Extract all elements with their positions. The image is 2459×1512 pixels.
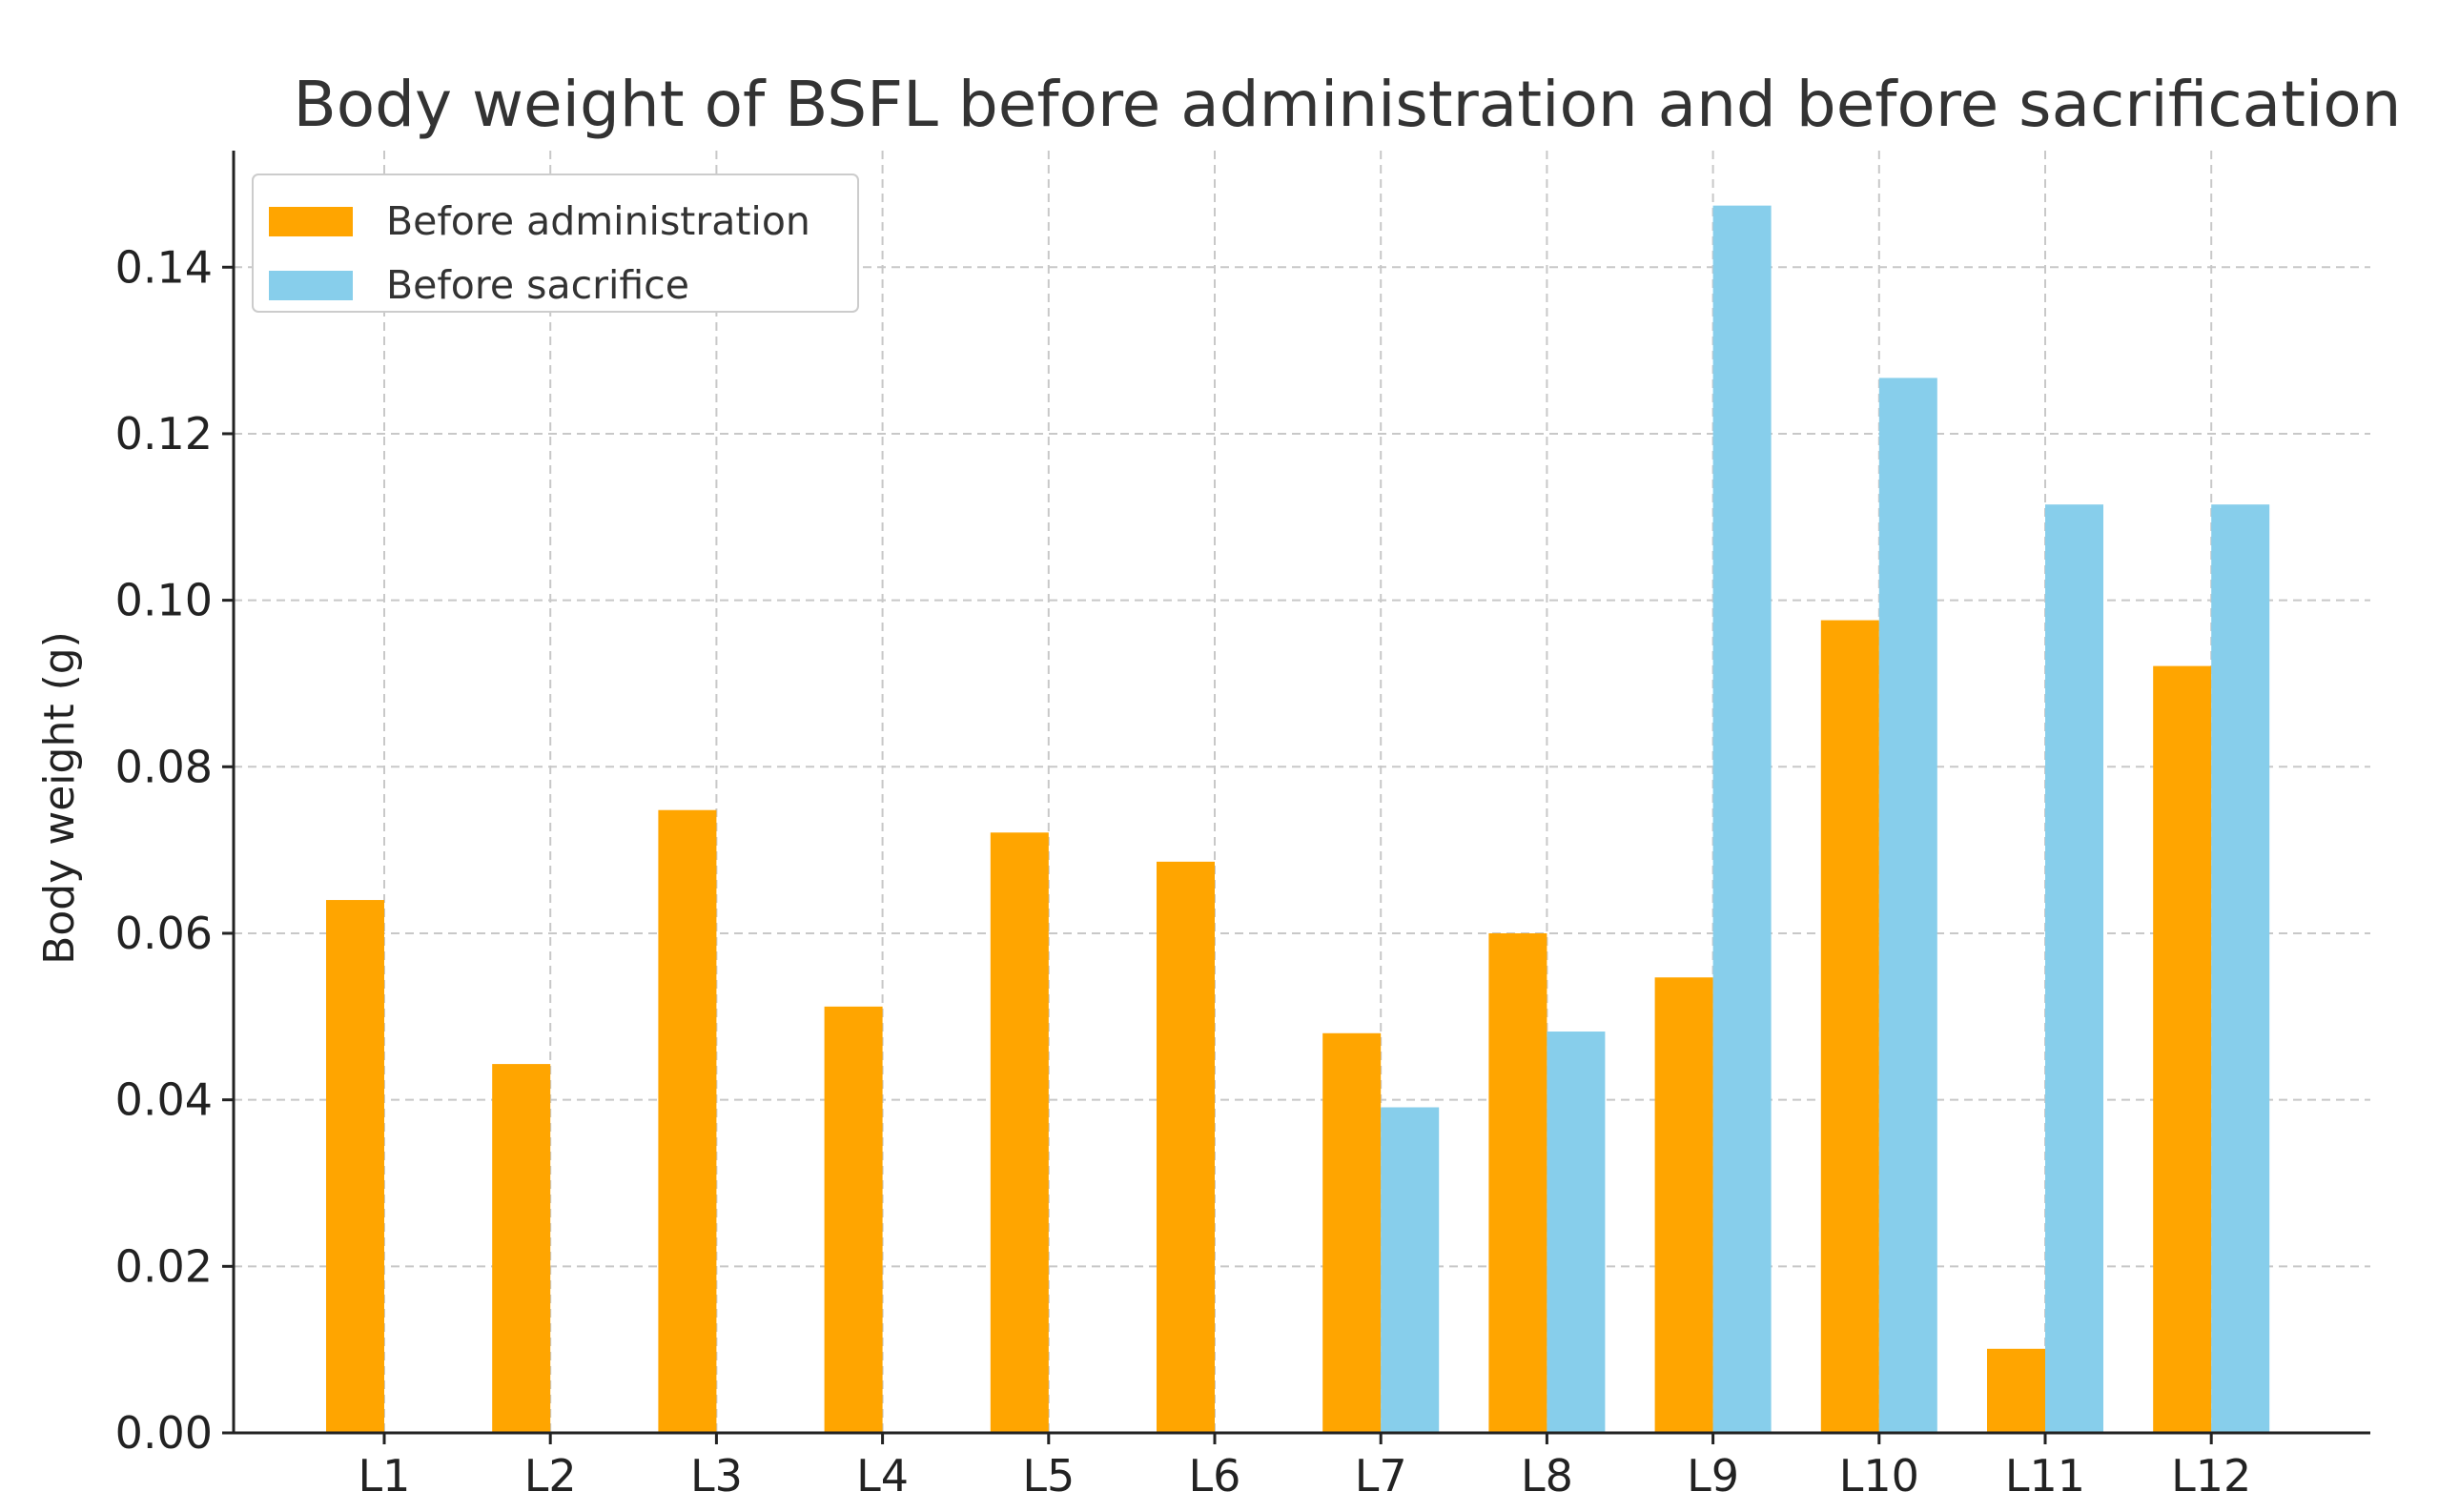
bar-before-administration-l10 bbox=[1820, 620, 1879, 1433]
x-tick-label: L9 bbox=[1687, 1450, 1739, 1502]
y-tick-label: 0.14 bbox=[115, 241, 213, 293]
legend-label: Before sacrifice bbox=[386, 262, 689, 308]
bar-before-administration-l2 bbox=[492, 1064, 551, 1433]
bar-before-administration-l3 bbox=[658, 809, 717, 1433]
bar-before-sacrifice-l11 bbox=[2045, 504, 2103, 1433]
y-axis-label: Body weight (g) bbox=[35, 631, 84, 965]
y-tick-label: 0.08 bbox=[115, 741, 213, 792]
x-tick-label: L5 bbox=[1022, 1450, 1075, 1502]
bar-before-sacrifice-l10 bbox=[1878, 378, 1937, 1433]
y-axis-ticks: 0.00 0.02 0.04 0.06 0.08 0.10 0.12 0.14 bbox=[115, 241, 234, 1459]
bar-before-administration-l4 bbox=[824, 1006, 883, 1433]
x-tick-label: L2 bbox=[524, 1450, 577, 1502]
x-tick-label: L12 bbox=[2171, 1450, 2251, 1502]
legend-box bbox=[252, 174, 859, 313]
bars bbox=[326, 205, 2270, 1434]
bar-before-sacrifice-l7 bbox=[1381, 1107, 1440, 1433]
y-tick-label: 0.04 bbox=[115, 1074, 213, 1126]
bar-before-administration-l1 bbox=[326, 900, 384, 1433]
x-tick-label: L6 bbox=[1189, 1450, 1241, 1502]
legend-swatch bbox=[269, 271, 353, 300]
legend: Before administration Before sacrifice bbox=[252, 174, 859, 313]
grid-lines bbox=[234, 151, 2370, 1433]
y-tick-label: 0.10 bbox=[115, 575, 213, 626]
x-tick-label: L10 bbox=[1839, 1450, 1919, 1502]
bar-before-administration-l9 bbox=[1654, 977, 1713, 1433]
chart-title: Body weight of BSFL before administratio… bbox=[293, 68, 2401, 141]
x-tick-label: L8 bbox=[1521, 1450, 1573, 1502]
bar-before-sacrifice-l12 bbox=[2211, 504, 2270, 1433]
x-tick-label: L1 bbox=[359, 1450, 411, 1502]
legend-label: Before administration bbox=[386, 198, 810, 244]
x-axis-ticks: L1 L2 L3 L4 L5 L6 L7 L8 L9 L10 L11 L12 bbox=[359, 1433, 2251, 1502]
y-tick-label: 0.02 bbox=[115, 1240, 213, 1292]
y-tick-label: 0.06 bbox=[115, 908, 213, 959]
bar-before-sacrifice-l8 bbox=[1547, 1032, 1606, 1433]
x-tick-label: L3 bbox=[690, 1450, 743, 1502]
bar-before-administration-l5 bbox=[990, 832, 1049, 1433]
axes bbox=[232, 151, 2370, 1435]
x-tick-label: L7 bbox=[1355, 1450, 1407, 1502]
bar-before-administration-l6 bbox=[1157, 861, 1215, 1433]
bar-before-administration-l7 bbox=[1322, 1032, 1382, 1433]
bar-before-sacrifice-l9 bbox=[1712, 205, 1772, 1434]
y-tick-label: 0.00 bbox=[115, 1407, 213, 1459]
y-tick-label: 0.12 bbox=[115, 408, 213, 460]
bar-before-administration-l11 bbox=[1987, 1348, 2045, 1433]
legend-swatch bbox=[269, 207, 353, 236]
x-tick-label: L4 bbox=[856, 1450, 909, 1502]
x-tick-label: L11 bbox=[2005, 1450, 2085, 1502]
bar-before-administration-l12 bbox=[2153, 665, 2212, 1433]
bar-before-administration-l8 bbox=[1488, 932, 1547, 1433]
